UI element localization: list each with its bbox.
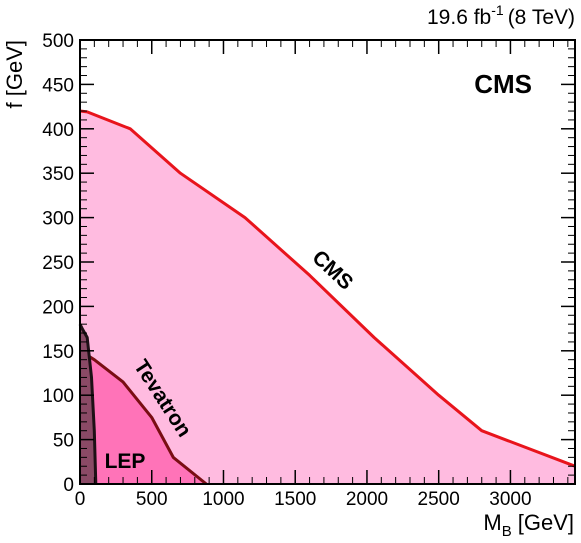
- region-fill-tevatron: [80, 350, 207, 484]
- lumi-energy: (8 TeV): [508, 6, 575, 29]
- x-tick-label: 500: [136, 489, 168, 510]
- y-tick-label: 150: [42, 342, 74, 363]
- y-tick-label: 50: [53, 431, 74, 452]
- y-tick-label: 450: [42, 75, 74, 96]
- y-tick-label: 300: [42, 209, 74, 230]
- y-tick-label: 250: [42, 253, 74, 274]
- boundary-line-lep: [78, 323, 98, 485]
- boundary-line-cms: [79, 109, 576, 468]
- x-tick-labels: 0 500 1000 1500 2000 2500 3000: [75, 489, 532, 510]
- x-tick-label: 0: [75, 489, 86, 510]
- axis-ticks: [79, 39, 575, 485]
- region-fill-lep: [80, 324, 96, 484]
- y-tick-label: 0: [63, 475, 74, 496]
- series-label-lep: LEP: [105, 450, 146, 473]
- x-tick-label: 1500: [274, 489, 316, 510]
- boundary-line-tevatron: [79, 349, 208, 486]
- luminosity-label: 19.6 fb-1 (8 TeV): [427, 2, 575, 29]
- x-axis-title: MB [GeV]: [483, 510, 574, 540]
- x-tick-label: 2500: [418, 489, 460, 510]
- region-fill-cms: [80, 111, 575, 484]
- lumi-value: 19.6 fb: [427, 6, 491, 29]
- y-tick-label: 500: [42, 31, 74, 52]
- x-tick-label: 2000: [346, 489, 388, 510]
- x-axis-title-sub: B: [502, 523, 512, 540]
- cms-logo: CMS: [474, 69, 532, 99]
- y-tick-label: 200: [42, 297, 74, 318]
- y-tick-label: 350: [42, 164, 74, 185]
- x-tick-label: 3000: [489, 489, 531, 510]
- x-axis-title-unit: [GeV]: [518, 510, 574, 535]
- y-tick-labels: 0 50 100 150 200 250 300 350 400 450 500: [42, 31, 74, 496]
- exclusion-regions: [78, 109, 576, 486]
- lumi-exponent: -1: [491, 2, 504, 18]
- y-axis-title: f [GeV]: [2, 40, 27, 108]
- y-tick-label: 400: [42, 120, 74, 141]
- y-tick-label: 100: [42, 386, 74, 407]
- x-tick-label: 1000: [202, 489, 244, 510]
- x-axis-title-main: M: [483, 510, 501, 535]
